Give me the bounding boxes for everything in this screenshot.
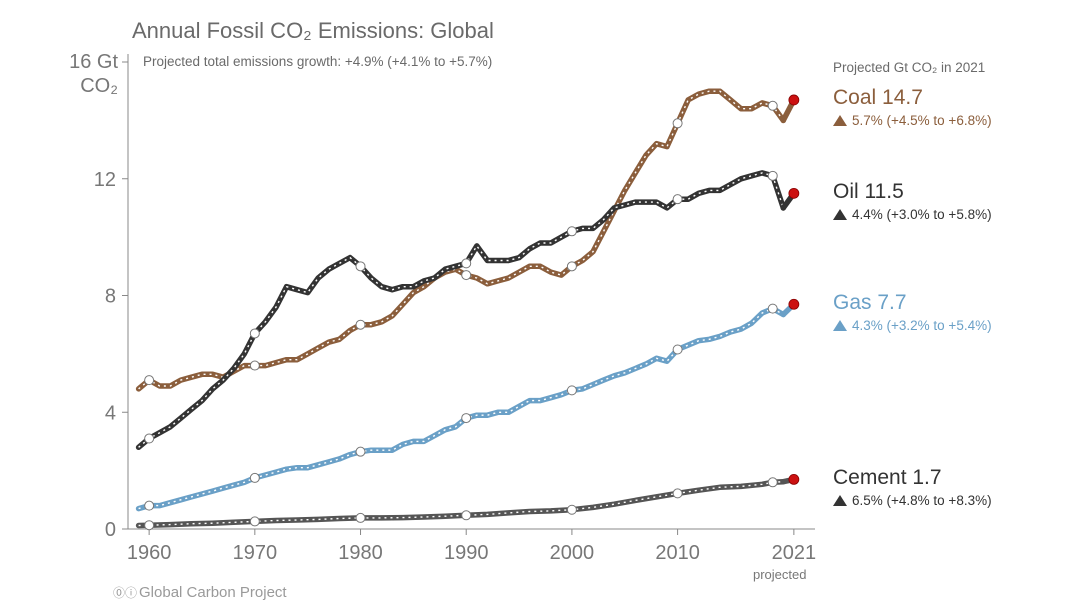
oil-marker-point [461,258,472,269]
legend-gas-name: Gas 7.7 [833,291,907,314]
coal-marker-point [355,319,366,330]
legend-cement-growth: 6.5% (+4.8% to +8.3%) [833,493,992,508]
y-tick-label: 4 [105,402,116,424]
up-triangle-icon [833,320,847,331]
coal-marker-point [144,375,155,386]
x-tick-label: 1960 [127,542,172,564]
coal-marker-point [672,118,683,129]
legend-coal-name: Coal 14.7 [833,86,923,109]
coal-marker-point [767,100,778,111]
y-tick-label: 0 [105,519,116,541]
cement-marker-point [144,520,155,531]
gas-series-line [135,305,787,512]
chart-title: Annual Fossil CO₂ Emissions: Global [132,18,494,43]
legend-header: Projected Gt CO₂ in 2021 [833,60,986,75]
gas-marker-point [249,472,260,483]
gas-marker-point [767,303,778,314]
gas-marker-point [355,446,366,457]
cement-series-dots [138,481,784,527]
x-axis-projected-label: projected [753,567,807,582]
cement-marker-point [461,510,472,521]
cement-marker-point [355,512,366,523]
gas-series-dots [138,307,784,510]
legend-cement-name: Cement 1.7 [833,466,942,489]
y-axis-unit: 16 Gt CO₂ [48,50,118,98]
gas-projected-point [788,298,800,310]
chart-subtitle: Projected total emissions growth: +4.9% … [143,54,493,69]
credit: ⓪ⓘ Global Carbon Project [113,584,287,601]
oil-marker-point [144,433,155,444]
x-tick-label: 2000 [550,542,595,564]
oil-series-dots [138,172,784,448]
gas-marker-point [566,385,577,396]
cement-marker-point [566,504,577,515]
oil-series-line [135,170,787,451]
cement-marker-point [672,488,683,499]
x-tick-label: 2021 [772,542,817,564]
coal-projected-point [788,94,800,106]
y-tick-label: 12 [94,169,116,191]
coal-marker-point [461,270,472,281]
gas-marker-point [672,344,683,355]
y-tick-label: 8 [105,286,116,308]
gas-marker-point [144,500,155,511]
oil-marker-point [566,226,577,237]
oil-marker-point [672,194,683,205]
cement-marker-point [249,516,260,527]
legend-oil-name: Oil 11.5 [833,180,904,203]
credit-text: Global Carbon Project [139,584,287,601]
coal-marker-point [566,261,577,272]
cement-projected-point [788,473,800,485]
y-axis-unit-top: 16 Gt [69,51,118,73]
gas-marker-point [461,413,472,424]
up-triangle-icon [833,115,847,126]
up-triangle-icon [833,495,847,506]
cc-license-icon: ⓪ⓘ [113,586,138,600]
x-tick-label: 1990 [444,542,489,564]
x-tick-label: 1980 [338,542,383,564]
oil-projected-point [788,187,800,199]
up-triangle-icon [833,209,847,220]
oil-marker-point [767,170,778,181]
x-tick-label: 1970 [233,542,278,564]
legend-oil-growth: 4.4% (+3.0% to +5.8%) [833,207,992,222]
cement-series-line [135,478,787,529]
oil-marker-point [355,261,366,272]
coal-marker-point [249,360,260,371]
legend-gas-growth: 4.3% (+3.2% to +5.4%) [833,318,992,333]
cement-marker-point [767,477,778,488]
x-tick-label: 2010 [655,542,700,564]
y-axis-unit-bottom: CO₂ [80,75,118,97]
legend-coal-growth: 5.7% (+4.5% to +6.8%) [833,113,992,128]
oil-marker-point [249,328,260,339]
